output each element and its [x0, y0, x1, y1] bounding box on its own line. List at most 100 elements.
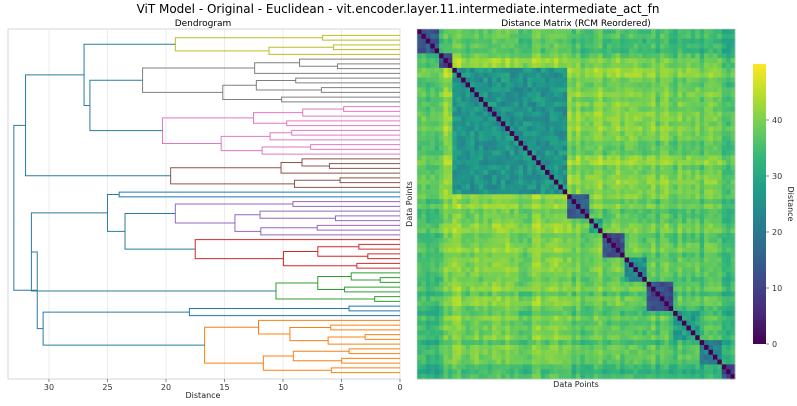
heatmap-cell [558, 199, 564, 205]
heatmap-cell [615, 228, 621, 234]
heatmap-cell [651, 252, 656, 258]
heatmap-cell [682, 213, 687, 219]
heatmap-cell [620, 82, 625, 88]
heatmap-cell [545, 228, 550, 234]
heatmap-cell [717, 33, 723, 40]
heatmap-cell [690, 204, 696, 210]
heatmap-cell [492, 33, 497, 40]
heatmap-cell [695, 330, 701, 336]
heatmap-cell [531, 267, 537, 273]
heatmap-cell [611, 169, 617, 176]
heatmap-cell [620, 43, 625, 49]
dendrogram-link [292, 350, 350, 362]
heatmap-cell [721, 169, 727, 176]
heatmap-cell [682, 354, 687, 360]
heatmap-cell [487, 126, 493, 132]
heatmap-cell [624, 267, 630, 273]
heatmap-cell [549, 252, 555, 258]
heatmap-cell [651, 33, 656, 40]
heatmap-cell [721, 121, 727, 127]
heatmap-cell [558, 131, 564, 137]
heatmap-cell [637, 204, 643, 210]
heatmap-cell [567, 335, 572, 341]
heatmap-cell [562, 184, 568, 190]
heatmap-cell [465, 315, 471, 322]
heatmap-cell [452, 58, 458, 64]
heatmap-cell [580, 354, 586, 360]
heatmap-cell [589, 116, 595, 122]
heatmap-cell [589, 354, 595, 360]
heatmap-cell [686, 257, 692, 263]
heatmap-cell [421, 77, 427, 83]
heatmap-cell [624, 242, 630, 249]
heatmap-cell [417, 131, 422, 137]
heatmap-cell [439, 97, 444, 103]
heatmap-cell [708, 77, 714, 83]
heatmap-cell [633, 106, 639, 113]
heatmap-cell [699, 320, 705, 326]
heatmap-cell [704, 140, 709, 147]
heatmap-cell [576, 67, 581, 74]
heatmap-cell [518, 257, 524, 263]
heatmap-cell [726, 204, 731, 210]
heatmap-cell [456, 344, 462, 351]
heatmap-cell [642, 276, 648, 283]
heatmap-cell [558, 286, 564, 292]
heatmap-cell [602, 291, 608, 297]
heatmap-cell [584, 92, 590, 98]
dendrogram-link [170, 167, 295, 185]
heatmap-cell [470, 276, 475, 283]
heatmap-cell [629, 340, 634, 346]
heatmap-cell [642, 291, 648, 297]
heatmap-cell [439, 111, 444, 117]
heatmap-cell [686, 92, 692, 98]
heatmap-cell [562, 58, 568, 64]
heatmap-cell [536, 281, 542, 288]
heatmap-cell [664, 344, 670, 351]
heatmap-cell [523, 48, 528, 54]
heatmap-cell [452, 296, 458, 302]
heatmap-cell [421, 199, 427, 205]
heatmap-cell [439, 72, 444, 79]
heatmap-cell [637, 67, 643, 74]
heatmap-cell [439, 184, 444, 190]
heatmap-cell [726, 82, 731, 88]
heatmap-cell [584, 340, 590, 346]
heatmap-cell [425, 184, 431, 190]
heatmap-cell [651, 131, 656, 137]
heatmap-cell [646, 169, 652, 176]
heatmap-cell [430, 92, 436, 98]
heatmap-cell [500, 58, 506, 64]
heatmap-cell [690, 194, 696, 200]
heatmap-cell [461, 296, 466, 302]
heatmap-cell [443, 257, 449, 263]
heatmap-cell [651, 306, 656, 312]
heatmap-cell [549, 150, 555, 156]
heatmap-cell [646, 131, 652, 137]
heatmap-cell [620, 252, 625, 258]
heatmap-cell [545, 252, 550, 258]
heatmap-cell [611, 150, 617, 156]
heatmap-cell [708, 344, 714, 351]
heatmap-cell [571, 223, 577, 229]
heatmap-cell [456, 53, 462, 59]
heatmap-cell [549, 126, 555, 132]
heatmap-cell [505, 97, 511, 103]
heatmap-cell [443, 242, 449, 249]
heatmap-cell [439, 121, 444, 127]
heatmap-cell [730, 43, 736, 49]
heatmap-cell [624, 140, 630, 147]
heatmap-cell [664, 272, 670, 278]
heatmap-cell [514, 131, 519, 137]
heatmap-cell [673, 135, 678, 142]
heatmap-cell [443, 252, 449, 258]
heatmap-cell [536, 77, 542, 83]
heatmap-cell [492, 228, 497, 234]
heatmap-cell [536, 233, 542, 239]
heatmap-cell [562, 82, 568, 88]
heatmap-cell [584, 223, 590, 229]
heatmap-cell [558, 315, 564, 322]
heatmap-cell [637, 155, 643, 161]
heatmap-cell [642, 82, 648, 88]
heatmap-cell [509, 233, 515, 239]
